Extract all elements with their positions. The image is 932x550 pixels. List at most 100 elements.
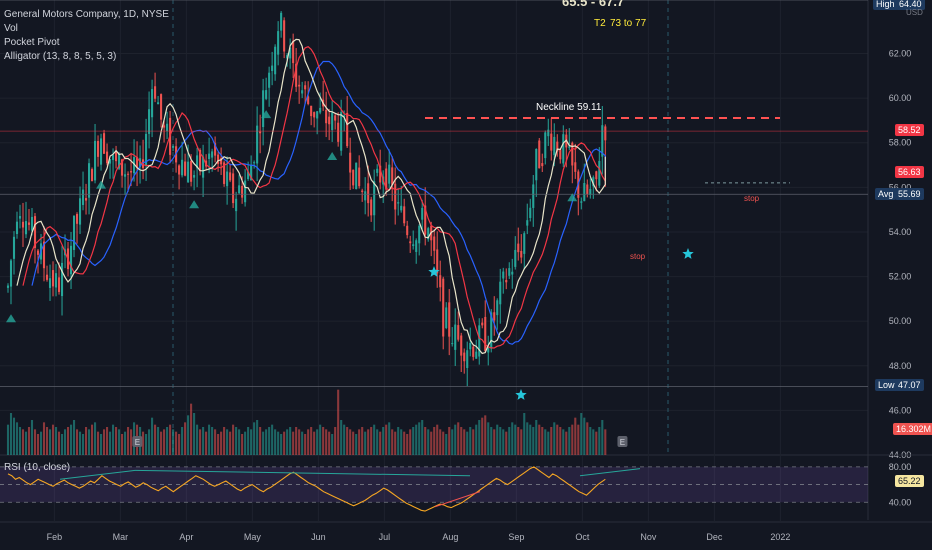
volume-bar [451, 429, 454, 455]
y-tick-label: 54.00 [889, 227, 912, 237]
candle-body [412, 244, 415, 247]
candle-body [42, 241, 46, 269]
volume-bar [331, 434, 334, 455]
candle-body [121, 159, 124, 176]
candle-body [352, 169, 355, 186]
candle-body [364, 191, 367, 201]
candle-body [436, 249, 439, 274]
avg-label-tag: Avg [875, 188, 897, 200]
candle-body [481, 322, 484, 326]
candle-body [523, 233, 526, 254]
candle-body [592, 177, 595, 187]
volume-bar [154, 424, 157, 455]
y-tick-label: 50.00 [889, 316, 912, 326]
y-tick-label: 46.00 [889, 405, 912, 415]
candle-body [226, 171, 229, 187]
volume-bar [232, 424, 235, 455]
candle-body [151, 89, 154, 118]
volume-bar [268, 427, 271, 455]
candle-body [574, 162, 577, 172]
candle-body [181, 159, 184, 176]
candle-body [145, 133, 148, 166]
volume-bar [343, 424, 346, 455]
candle-body [196, 155, 199, 169]
x-tick-label: Sep [508, 532, 524, 542]
candle-body [15, 221, 19, 234]
pocket-pivot-marker [567, 193, 578, 202]
volume-bar [24, 431, 28, 455]
candle-body [385, 168, 388, 190]
candle-body [439, 275, 442, 288]
candle-body [298, 84, 301, 87]
candle-body [6, 285, 10, 288]
volume-bar [517, 427, 520, 455]
candle-body [580, 201, 583, 203]
rsi-divergence-line [434, 491, 481, 508]
legend-vol: Vol [4, 23, 18, 34]
candle-body [244, 180, 247, 203]
candle-body [484, 316, 487, 352]
candle-body [157, 102, 160, 105]
candle-body [148, 109, 151, 134]
candle-body [292, 40, 295, 64]
volume-bar [241, 434, 244, 455]
candle-body [319, 107, 322, 113]
candle-body [511, 271, 514, 275]
pocket-pivot-marker [327, 151, 338, 160]
candle-body [487, 347, 490, 353]
candle-body [469, 342, 472, 350]
y-tick-label: 62.00 [889, 49, 912, 59]
volume-bar [601, 420, 604, 455]
volume-bar [181, 427, 184, 455]
candle-body [93, 140, 97, 181]
volume-bar [460, 427, 463, 455]
volume-bar [313, 431, 316, 455]
volume-bar [96, 431, 100, 455]
candle-body [313, 112, 316, 118]
candle-body [84, 198, 88, 201]
candle-body [9, 260, 13, 287]
candle-body [358, 167, 361, 187]
volume-bar [445, 434, 448, 455]
volume-bar [87, 429, 91, 455]
candle-body [187, 161, 190, 183]
candle-body [172, 146, 175, 148]
candle-body [18, 216, 22, 219]
candle-body [406, 225, 409, 236]
candle-body [193, 175, 196, 178]
legend-title: General Motors Company, 1D, NYSE [4, 9, 169, 20]
volume-bar [328, 431, 331, 455]
candle-body [214, 143, 217, 156]
candle-body [346, 112, 349, 147]
volume-bar [12, 417, 16, 455]
candle-body [433, 236, 436, 251]
candle-body [72, 215, 76, 250]
volume-bar [484, 415, 487, 455]
volume-bar [277, 431, 280, 455]
candle-body [307, 96, 310, 104]
volume-bar [571, 424, 574, 455]
volume-bar [15, 422, 19, 455]
candle-body [502, 271, 505, 279]
candle-body [277, 31, 280, 55]
candle-body [217, 154, 220, 164]
candle-body [361, 190, 364, 192]
volume-bar [496, 424, 499, 455]
volume-bar [63, 429, 67, 455]
volume-bar [469, 427, 472, 455]
volume-bar [532, 427, 535, 455]
volume-bar [604, 429, 607, 455]
candle-body [69, 245, 73, 275]
candle-body [30, 216, 34, 231]
volume-bar [280, 434, 283, 455]
volume-bar [205, 431, 208, 455]
candle-body [78, 198, 82, 225]
volume-bar [127, 427, 130, 455]
candle-body [343, 115, 346, 117]
volume-bar [253, 422, 256, 455]
candle-body [166, 123, 169, 132]
candle-body [36, 250, 40, 255]
volume-bar [316, 429, 319, 455]
candle-body [466, 350, 469, 369]
